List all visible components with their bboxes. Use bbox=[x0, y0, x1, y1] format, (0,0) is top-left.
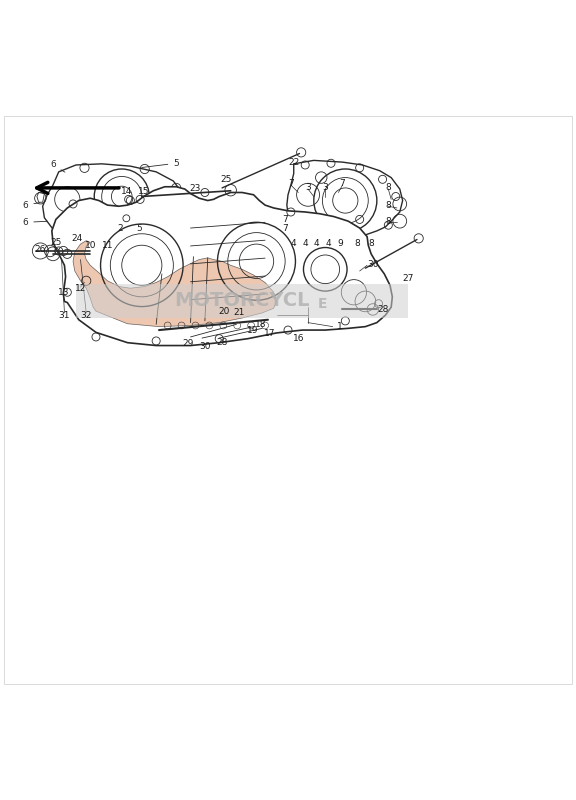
Text: 8: 8 bbox=[354, 239, 359, 248]
Text: 4: 4 bbox=[302, 239, 308, 248]
Text: 26: 26 bbox=[35, 246, 46, 254]
Text: 6: 6 bbox=[22, 218, 47, 227]
Text: 17: 17 bbox=[264, 329, 275, 338]
Text: 9: 9 bbox=[338, 239, 344, 248]
Text: 25: 25 bbox=[221, 175, 232, 184]
Text: 4: 4 bbox=[325, 239, 331, 248]
Text: 11: 11 bbox=[102, 241, 113, 250]
FancyBboxPatch shape bbox=[76, 284, 408, 318]
Text: 8: 8 bbox=[385, 183, 391, 193]
Text: 30: 30 bbox=[367, 260, 378, 269]
Text: 10: 10 bbox=[85, 241, 96, 250]
Text: 24: 24 bbox=[71, 234, 83, 243]
Text: 22: 22 bbox=[288, 158, 300, 166]
Text: 8: 8 bbox=[385, 201, 391, 210]
Text: 1: 1 bbox=[337, 322, 343, 331]
Text: 7: 7 bbox=[288, 179, 294, 188]
Text: 16: 16 bbox=[293, 334, 304, 342]
Text: E: E bbox=[317, 297, 327, 310]
Text: 6: 6 bbox=[50, 161, 65, 172]
Text: 6: 6 bbox=[22, 201, 40, 210]
Polygon shape bbox=[37, 193, 44, 202]
Polygon shape bbox=[52, 186, 392, 346]
Text: 14: 14 bbox=[120, 187, 132, 197]
Text: 7: 7 bbox=[282, 215, 288, 224]
Text: 3: 3 bbox=[305, 183, 311, 193]
Text: 7: 7 bbox=[282, 223, 288, 233]
Polygon shape bbox=[287, 160, 403, 238]
Text: 19: 19 bbox=[247, 326, 258, 334]
Text: 18: 18 bbox=[255, 320, 267, 329]
Text: 8: 8 bbox=[385, 217, 391, 226]
Text: 29: 29 bbox=[182, 339, 194, 348]
Text: 13: 13 bbox=[58, 288, 69, 297]
Text: 31: 31 bbox=[59, 310, 70, 320]
Text: 4: 4 bbox=[314, 239, 320, 248]
Text: 12: 12 bbox=[75, 284, 86, 293]
Bar bbox=[67, 225, 90, 232]
Polygon shape bbox=[73, 241, 276, 326]
Text: 25: 25 bbox=[50, 238, 62, 247]
Text: 3: 3 bbox=[323, 183, 328, 193]
Text: 28: 28 bbox=[217, 338, 228, 347]
Text: 27: 27 bbox=[403, 274, 414, 283]
Text: 8: 8 bbox=[368, 239, 374, 248]
Text: 23: 23 bbox=[190, 184, 201, 193]
Text: 32: 32 bbox=[81, 310, 92, 320]
Text: 20: 20 bbox=[218, 306, 229, 316]
Text: 5: 5 bbox=[142, 158, 179, 168]
Text: 4: 4 bbox=[291, 239, 297, 248]
Text: MOTORCYCL: MOTORCYCL bbox=[175, 291, 310, 310]
Text: 15: 15 bbox=[138, 187, 149, 197]
Polygon shape bbox=[43, 164, 185, 244]
Text: 21: 21 bbox=[234, 308, 245, 318]
Text: 7: 7 bbox=[340, 179, 346, 188]
Text: 2: 2 bbox=[118, 223, 123, 233]
Text: 5: 5 bbox=[136, 223, 148, 233]
Text: 30: 30 bbox=[199, 342, 211, 351]
Text: 28: 28 bbox=[377, 305, 388, 314]
